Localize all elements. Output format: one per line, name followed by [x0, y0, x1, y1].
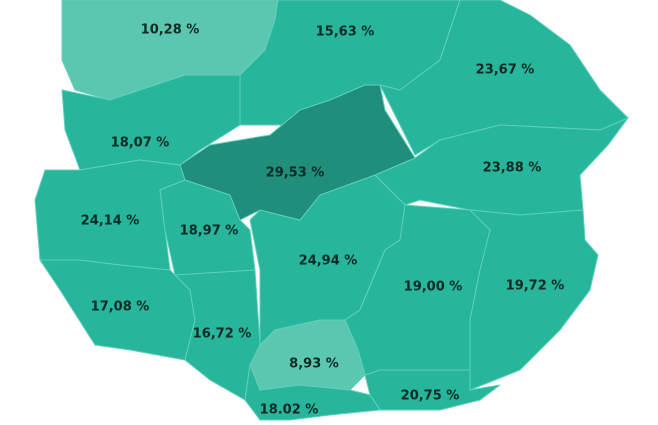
- region: [179, 84, 416, 221]
- region-label: 24,94 %: [299, 254, 358, 269]
- region-label: 16,72 %: [193, 327, 252, 342]
- region-label: 29,53 %: [266, 166, 325, 181]
- region-label: 20,75 %: [401, 389, 460, 404]
- region: [61, 74, 241, 171]
- region-label: 10,28 %: [141, 23, 200, 38]
- region: [468, 209, 599, 391]
- region-label: 24,14 %: [81, 214, 140, 229]
- region-label: 23,88 %: [483, 161, 542, 176]
- region-label: 18.02 %: [260, 403, 319, 418]
- region-label: 8,93 %: [289, 357, 339, 372]
- region-label: 15,63 %: [316, 25, 375, 40]
- region-label: 18,07 %: [111, 136, 170, 151]
- region-label: 23,67 %: [476, 63, 535, 78]
- region-label: 19,00 %: [404, 280, 463, 295]
- region-label: 19,72 %: [506, 279, 565, 294]
- region-label: 18,97 %: [180, 224, 239, 239]
- region: [173, 269, 261, 401]
- region-label: 17,08 %: [91, 300, 150, 315]
- region: [249, 319, 366, 391]
- region: [374, 116, 630, 216]
